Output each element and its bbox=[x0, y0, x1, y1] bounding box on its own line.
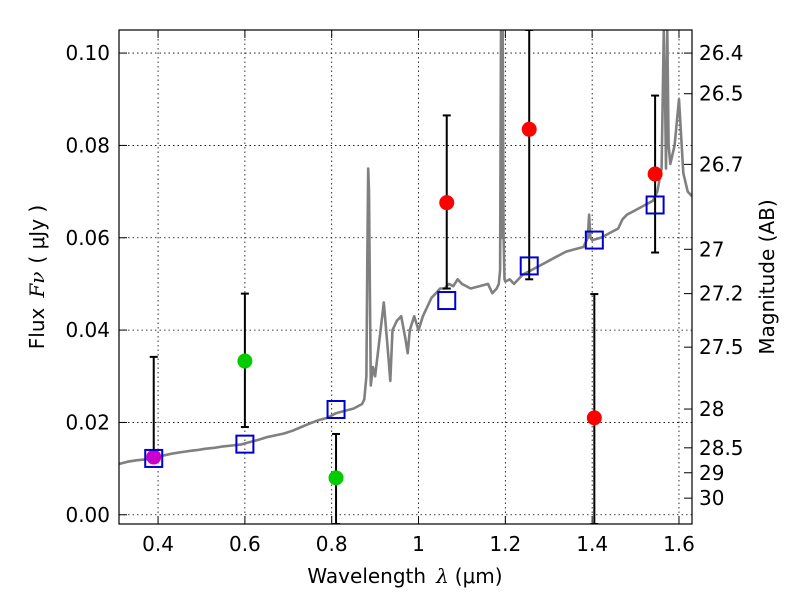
model-flux-square bbox=[326, 400, 346, 420]
axes: 0.4 0.6 0.8 1 1.2 1.4 1.6 0.00 0.02 0.04 0.06 0.08 0… bbox=[65, 30, 744, 556]
x-tick-label: 0.4 bbox=[142, 532, 174, 556]
y2-tick-label: 26.4 bbox=[699, 41, 744, 65]
x-tick-label: 1 bbox=[412, 532, 425, 556]
x-tick-label: 1.6 bbox=[663, 532, 695, 556]
y-tick-label: 0.04 bbox=[65, 318, 110, 342]
x-tick-label: 0.6 bbox=[229, 532, 261, 556]
x-tick-label: 0.8 bbox=[316, 532, 348, 556]
y-tick-label: 0.10 bbox=[65, 41, 110, 65]
y2-tick-label: 26.5 bbox=[699, 82, 744, 106]
y2-tick-label: 28 bbox=[699, 397, 724, 421]
y2-tick-label: 27.5 bbox=[699, 335, 744, 359]
x-tick-label: 1.2 bbox=[489, 532, 521, 556]
observed-flux-point bbox=[237, 353, 253, 369]
observed-flux-point bbox=[146, 449, 162, 465]
model-flux-square bbox=[584, 230, 604, 250]
y-tick-label: 0.08 bbox=[65, 133, 110, 157]
plot-area bbox=[119, 30, 692, 524]
model-flux-square bbox=[519, 256, 539, 276]
model-spectrum-line bbox=[119, 30, 692, 466]
observed-flux-point bbox=[586, 410, 602, 426]
observed-flux-point bbox=[647, 166, 663, 182]
y2-tick-label: 27 bbox=[699, 237, 724, 261]
y2-tick-label: 30 bbox=[699, 486, 724, 510]
model-flux-square bbox=[144, 448, 164, 468]
observed-flux-point bbox=[521, 121, 537, 137]
y-tick-label: 0.02 bbox=[65, 410, 110, 434]
y2-tick-label: 29 bbox=[699, 461, 724, 485]
observed-flux-point bbox=[328, 470, 344, 486]
y2-axis-title: Magnitude (AB) bbox=[755, 199, 779, 354]
x-tick-label: 1.4 bbox=[576, 532, 608, 556]
model-flux-square bbox=[235, 434, 255, 454]
model-flux-square bbox=[645, 195, 665, 215]
y2-tick-label: 28.5 bbox=[699, 436, 744, 460]
y2-tick-label: 27.2 bbox=[699, 282, 744, 306]
x-axis-title: Wavelength λ (μm) bbox=[307, 564, 502, 588]
y-tick-label: 0.06 bbox=[65, 226, 110, 250]
y-tick-label: 0.00 bbox=[65, 503, 110, 527]
model-flux-square bbox=[437, 291, 457, 311]
observed-flux-point bbox=[439, 195, 455, 211]
y2-tick-label: 26.7 bbox=[699, 152, 744, 176]
y-axis-title: FluxFν( μJy ) bbox=[25, 205, 49, 349]
plot-frame bbox=[118, 29, 693, 525]
